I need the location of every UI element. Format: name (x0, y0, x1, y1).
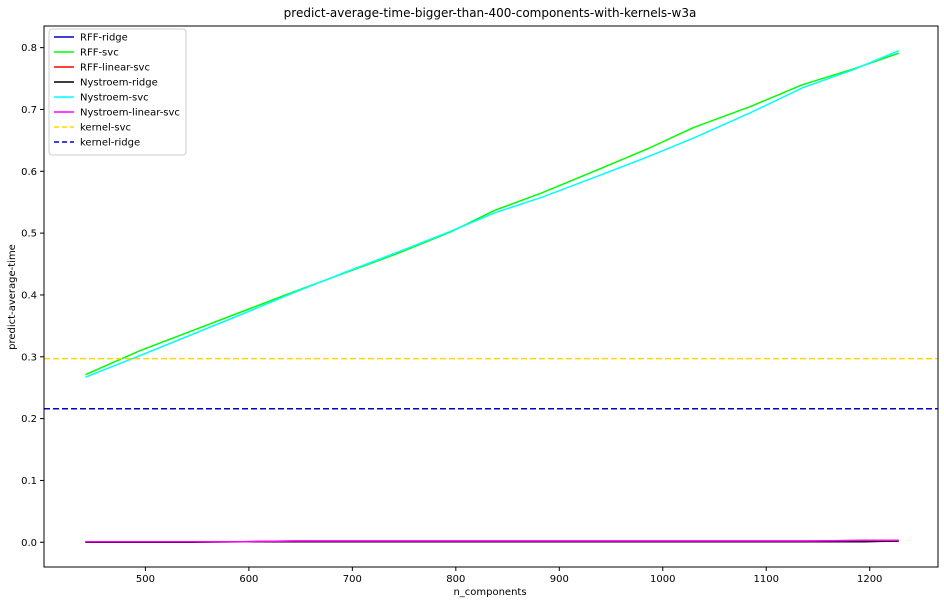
axes-frame (43, 25, 939, 568)
legend-label-nystroem-ridge: Nystroem-ridge (80, 78, 158, 89)
x-tick-label: 1000 (650, 574, 675, 585)
y-tick-label: 0.5 (21, 229, 37, 240)
legend-label-nystroem-svc: Nystroem-svc (80, 93, 149, 104)
x-tick-label: 500 (136, 574, 155, 585)
y-tick-label: 0.8 (21, 43, 37, 54)
legend-label-kernel-svc: kernel-svc (80, 123, 131, 134)
legend-label-rff-ridge: RFF-ridge (80, 33, 128, 44)
x-tick-label: 1200 (857, 574, 882, 585)
plot-area (44, 50, 938, 544)
x-tick-label: 700 (343, 574, 362, 585)
x-tick-label: 1100 (754, 574, 779, 585)
series-line-nystroem-svc (85, 50, 899, 378)
x-tick-label: 600 (239, 574, 258, 585)
y-tick-label: 0.0 (21, 538, 37, 549)
x-tick-label: 800 (446, 574, 465, 585)
legend-box (48, 28, 187, 156)
y-tick-label: 0.3 (21, 352, 37, 363)
axes: 500 600 700 800 900 1000 1100 1200 0.0 0.1 0.2 0.3 0… (21, 25, 939, 585)
series-line-rff-svc (85, 52, 899, 376)
legend-label-rff-linear-svc: RFF-linear-svc (80, 63, 150, 74)
legend: RFF-ridge RFF-svc RFF-linear-svc Nystroem-r… (48, 28, 187, 156)
y-tick-label: 0.1 (21, 476, 37, 487)
legend-label-nystroem-linear-svc: Nystroem-linear-svc (80, 108, 180, 119)
x-axis-label: n_components (453, 587, 526, 598)
y-tick-label: 0.2 (21, 414, 37, 425)
y-axis-label: predict-average-time (7, 244, 18, 350)
series-line-nystroem-linear-svc (85, 539, 899, 543)
chart-title: predict-average-time-bigger-than-400-com… (284, 6, 697, 20)
x-tick-label: 900 (550, 574, 569, 585)
y-tick-label: 0.7 (21, 105, 37, 116)
y-tick-label: 0.4 (21, 290, 37, 301)
y-tick-label: 0.6 (21, 167, 37, 178)
legend-label-kernel-ridge: kernel-ridge (80, 138, 140, 149)
legend-label-rff-svc: RFF-svc (80, 48, 119, 59)
